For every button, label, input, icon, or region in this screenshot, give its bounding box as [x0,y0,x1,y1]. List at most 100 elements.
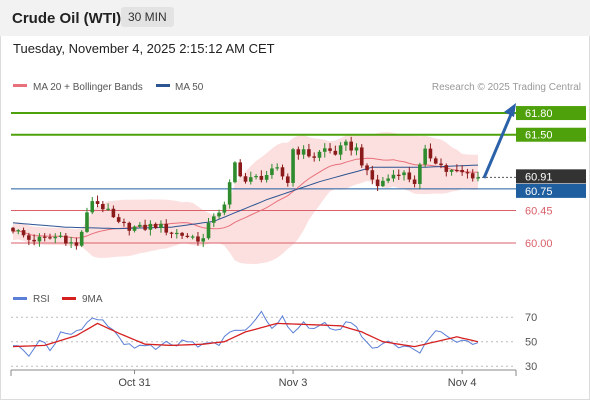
candle [90,197,95,215]
candle-body [95,201,100,205]
candle [217,209,221,219]
candle [127,221,132,236]
candle [317,149,322,162]
candle [291,147,295,187]
candle [206,217,211,240]
candle [175,228,179,239]
candle [439,158,443,169]
candle-body [175,232,179,235]
moving-averages [12,157,479,239]
candle-body [328,148,332,151]
candle [449,169,454,176]
candle-body [21,230,26,236]
candle [143,219,147,231]
candle-body [196,236,200,242]
candle [307,143,311,158]
candle-body [11,227,15,232]
candle [227,179,232,209]
candle [201,233,206,248]
candle-body [418,164,422,184]
candle [153,222,158,230]
candle [248,171,253,185]
candle [148,220,153,236]
candle-body [470,173,475,179]
candle-body [296,149,301,155]
candle-body [312,156,316,158]
candle-body [444,165,449,172]
candle-body [227,182,232,205]
rsi-line [12,310,479,358]
level-label: 60.91 [525,171,553,183]
candle-body [280,167,285,177]
level-label: 60.75 [525,186,553,198]
candle-body [465,172,470,174]
candle-body [386,178,390,181]
main-legend: MA 20 + Bollinger Bands MA 50 [13,82,204,93]
candle [444,163,449,177]
candle-body [116,217,121,222]
candle [138,222,142,229]
candle [333,145,338,156]
rsi-legend: RSI 9MA [13,294,103,305]
ma20-line [12,157,479,239]
candle [354,143,359,156]
candle [365,163,369,176]
candle-body [222,204,227,213]
level-label-box [516,106,586,121]
candle-body [455,169,459,172]
candle [280,164,285,180]
candle [11,226,15,234]
candle [21,227,26,238]
candle [275,163,280,171]
candle-body [74,242,79,246]
candle [32,234,36,246]
rsi-legend-label: RSI [33,294,50,305]
candle [455,164,459,173]
candle [381,176,385,188]
candle [312,152,316,162]
candle-body [190,236,195,238]
candle-body [243,176,248,182]
candle [222,201,227,216]
candle-body [90,201,95,213]
candle [95,195,100,208]
candle-body [396,174,401,176]
ma20-legend-label: MA 20 + Bollinger Bands [33,82,143,93]
candle [259,170,264,183]
candle [53,233,58,244]
candle-body [412,179,417,184]
candle-body [365,165,369,171]
candle [74,237,79,250]
candle [470,169,475,182]
level-labels: 61.80 61.50 60.91 60.75 60.45 60.00 [516,106,586,250]
candle [196,232,200,246]
candle-body [370,170,375,180]
candle [180,231,184,240]
candle-body [449,169,454,172]
level-label: 60.00 [525,238,553,250]
candle-body [423,148,427,165]
candle [116,213,121,224]
candle [211,213,216,227]
candle-body [264,175,269,180]
candle-body [248,177,253,182]
source-credit: Research © 2025 Trading Central [432,82,581,93]
candle-body [359,147,364,166]
candle-body [101,204,105,210]
time-tick-label: Nov 4 [448,377,477,389]
candle-body [259,175,264,180]
candle [122,218,126,227]
candle-body [42,236,47,238]
timeframe-button[interactable]: 30 MIN [121,7,174,27]
candle-body [217,212,221,217]
candle-body [32,239,36,242]
candle-body [349,141,353,151]
candle-body [27,235,31,240]
candle [16,229,21,235]
candle [106,203,110,211]
level-label-box [516,127,586,142]
candle-body [428,148,433,159]
rsi-ma-line [12,322,479,348]
candle-body [132,226,137,231]
